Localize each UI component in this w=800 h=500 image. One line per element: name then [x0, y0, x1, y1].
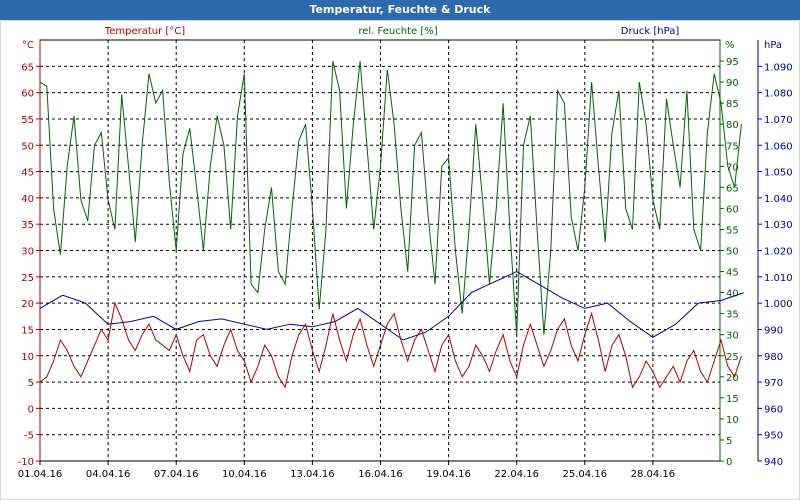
right-axis-tick-label: 950: [764, 431, 783, 442]
right-axis-tick-label: 1.030: [764, 220, 793, 231]
mid-axis-unit: %: [725, 40, 735, 51]
mid-axis-tick-label: 45: [726, 268, 739, 279]
left-axis-tick-label: -10: [18, 457, 34, 468]
right-axis-tick-label: 960: [764, 404, 783, 415]
x-axis-tick-label: 25.04.16: [563, 469, 608, 480]
left-axis-tick-label: 0: [28, 404, 34, 415]
left-axis-tick-label: 5: [28, 378, 34, 389]
left-axis-tick-label: 10: [21, 352, 34, 363]
left-axis-unit: °C: [22, 40, 34, 51]
mid-axis-tick-label: 70: [726, 162, 739, 173]
right-axis-tick-label: 990: [764, 325, 783, 336]
left-axis-tick-label: 45: [21, 168, 34, 179]
mid-axis-tick-label: 90: [726, 78, 739, 89]
legend-temperature: Temperatur [°C]: [104, 26, 185, 37]
mid-axis-tick-label: 10: [726, 415, 739, 426]
x-axis-tick-label: 28.04.16: [631, 469, 676, 480]
pressure-line: [39, 271, 744, 341]
left-axis-tick-label: 60: [21, 89, 34, 100]
mid-axis-tick-label: 80: [726, 120, 739, 131]
right-axis-tick-label: 1.080: [764, 89, 793, 100]
right-axis-tick-label: 970: [764, 378, 783, 389]
right-axis-tick-label: 1.020: [764, 247, 793, 258]
left-axis-tick-label: 30: [21, 247, 34, 258]
right-axis-tick-label: 1.000: [764, 299, 793, 310]
mid-axis-tick-label: 85: [726, 99, 739, 110]
x-axis-tick-label: 16.04.16: [358, 469, 403, 480]
mid-axis-tick-label: 25: [726, 352, 739, 363]
x-axis-tick-label: 22.04.16: [494, 469, 539, 480]
mid-axis-tick-label: 60: [726, 204, 739, 215]
right-axis-unit: hPa: [764, 40, 782, 51]
x-axis-tick-label: 19.04.16: [426, 469, 471, 480]
right-axis-tick-label: 1.070: [764, 115, 793, 126]
right-axis-tick-label: 1.040: [764, 194, 793, 205]
mid-axis-tick-label: 55: [726, 225, 739, 236]
right-axis-tick-label: 1.090: [764, 62, 793, 73]
legend-pressure: Druck [hPa]: [621, 26, 680, 37]
left-axis-tick-label: 20: [21, 299, 34, 310]
mid-axis-tick-label: 65: [726, 183, 739, 194]
left-axis-tick-label: 25: [21, 273, 34, 284]
mid-axis-tick-label: 50: [726, 247, 739, 258]
right-axis-tick-label: 980: [764, 352, 783, 363]
mid-axis-tick-label: 15: [726, 394, 739, 405]
legend-humidity: rel. Feuchte [%]: [358, 26, 437, 37]
right-axis-tick-label: 1.050: [764, 168, 793, 179]
left-axis-tick-label: 65: [21, 62, 34, 73]
x-axis-tick-label: 13.04.16: [290, 469, 335, 480]
mid-axis-tick-label: 40: [726, 289, 739, 300]
mid-axis-tick-label: 0: [726, 457, 732, 468]
left-axis-tick-label: 40: [21, 194, 34, 205]
x-axis-tick-label: 04.04.16: [86, 469, 131, 480]
mid-axis-tick-label: 20: [726, 373, 739, 384]
x-axis-tick-label: 07.04.16: [154, 469, 199, 480]
right-axis-tick-label: 940: [764, 457, 783, 468]
chart-title: Temperatur, Feuchte & Druck: [0, 0, 800, 20]
temperature-line: [39, 301, 742, 389]
mid-axis-tick-label: 75: [726, 141, 739, 152]
right-axis-tick-label: 1.060: [764, 141, 793, 152]
mid-axis-tick-label: 95: [726, 57, 739, 68]
mid-axis-tick-label: 5: [726, 436, 732, 447]
x-axis-tick-label: 10.04.16: [222, 469, 267, 480]
left-axis-tick-label: 15: [21, 325, 34, 336]
x-axis-tick-label: 01.04.16: [18, 469, 63, 480]
mid-axis-tick-label: 30: [726, 331, 739, 342]
mid-axis-tick-label: 35: [726, 310, 739, 321]
right-axis-tick-label: 1.010: [764, 273, 793, 284]
left-axis-tick-label: 50: [21, 141, 34, 152]
left-axis-tick-label: 35: [21, 220, 34, 231]
humidity-line: [39, 60, 742, 335]
left-axis-tick-label: -5: [24, 431, 34, 442]
left-axis-tick-label: 55: [21, 115, 34, 126]
